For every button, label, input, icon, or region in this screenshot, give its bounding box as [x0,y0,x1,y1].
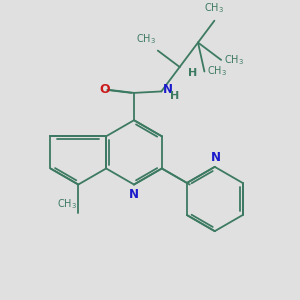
Text: O: O [99,83,110,97]
Text: N: N [129,188,139,201]
Text: CH$_3$: CH$_3$ [204,2,224,15]
Text: CH$_3$: CH$_3$ [224,53,244,67]
Text: CH$_3$: CH$_3$ [207,64,227,78]
Text: N: N [163,83,173,97]
Text: CH$_3$: CH$_3$ [136,32,156,46]
Text: CH$_3$: CH$_3$ [57,197,77,211]
Text: N: N [211,151,221,164]
Text: H: H [170,91,179,101]
Text: H: H [188,68,198,78]
